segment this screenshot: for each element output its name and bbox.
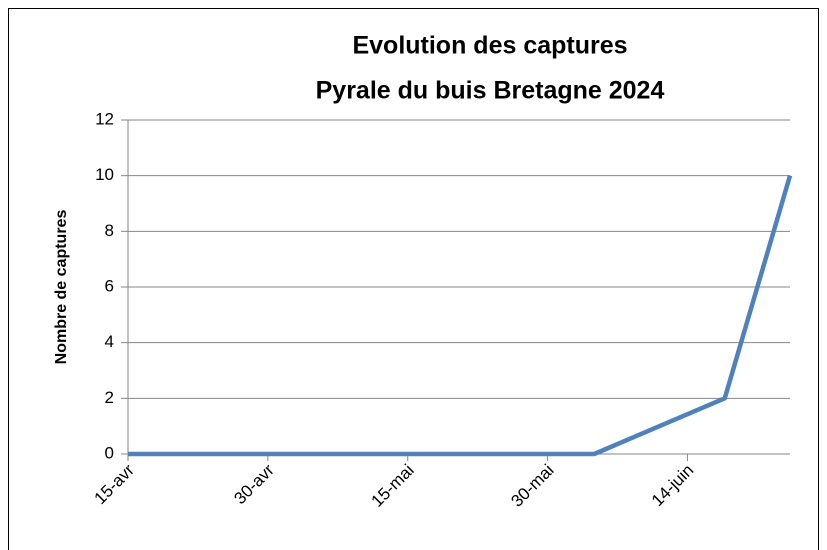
y-tick-label: 8	[105, 221, 114, 240]
chart-title: Evolution des captures	[352, 32, 627, 60]
chart-title: Pyrale du buis Bretagne 2024	[316, 77, 665, 105]
y-axis-label: Nombre de captures	[53, 210, 70, 365]
y-tick-label: 12	[95, 109, 114, 128]
y-tick-label: 2	[105, 388, 114, 407]
chart-frame	[8, 8, 819, 550]
y-tick-label: 10	[95, 165, 114, 184]
y-tick-label: 4	[105, 332, 114, 351]
y-tick-label: 6	[105, 276, 114, 295]
y-tick-label: 0	[105, 443, 114, 462]
data-line	[128, 175, 793, 457]
